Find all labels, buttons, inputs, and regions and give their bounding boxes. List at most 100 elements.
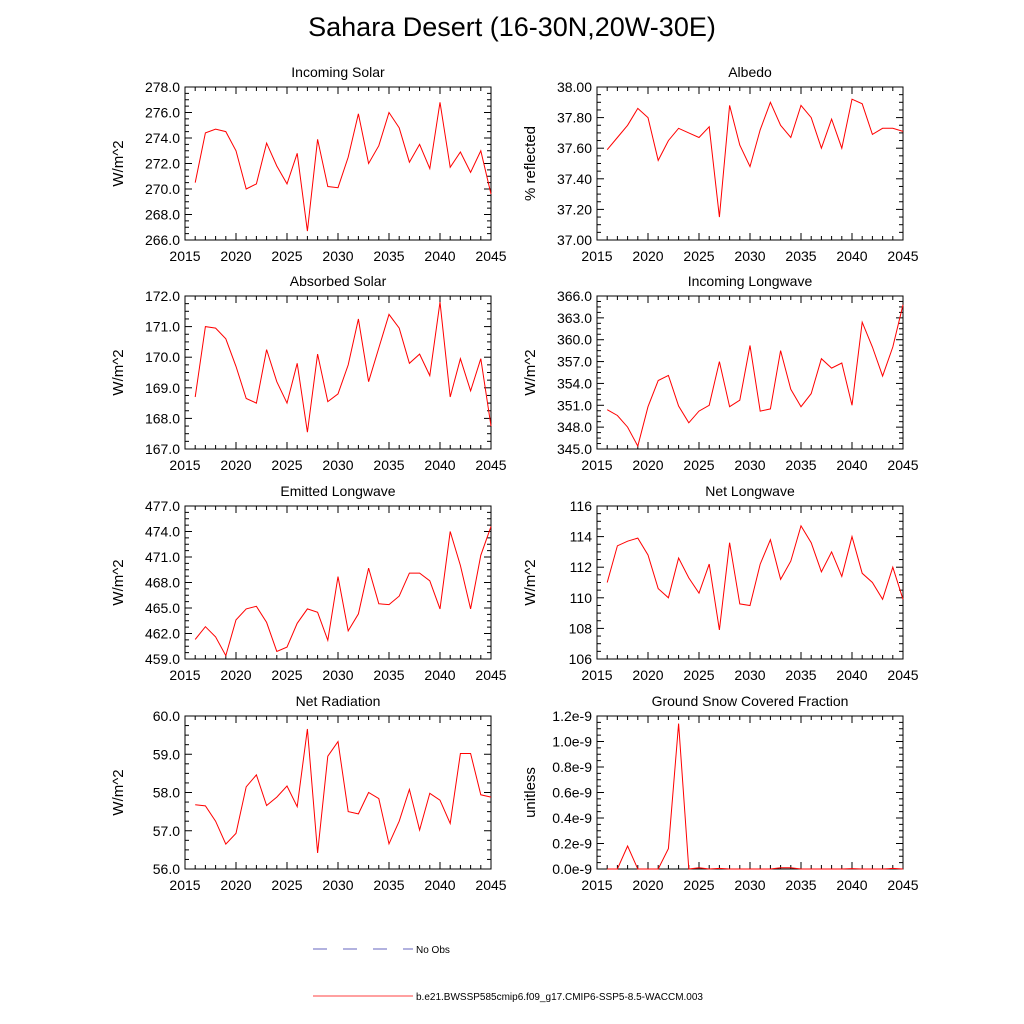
y-tick-label: 167.0	[145, 441, 180, 457]
x-tick-label: 2030	[322, 457, 353, 473]
y-axis-label: W/m^2	[522, 559, 539, 605]
x-tick-label: 2015	[169, 457, 200, 473]
x-tick-label: 2025	[271, 877, 302, 893]
y-tick-label: 459.0	[145, 651, 180, 667]
series-line	[606, 304, 904, 448]
y-tick-label: 170.0	[145, 349, 180, 365]
y-tick-label: 0.6e-9	[552, 785, 592, 801]
y-tick-label: 37.40	[557, 171, 592, 187]
plot-frame	[596, 86, 904, 241]
y-tick-label: 37.00	[557, 232, 592, 248]
x-tick-label: 2020	[220, 667, 251, 683]
y-tick-label: 1.2e-9	[552, 708, 592, 724]
y-tick-label: 468.0	[145, 575, 180, 591]
y-tick-label: 169.0	[145, 380, 180, 396]
panel-net-radiation: Net Radiation W/m^2 2015 2020 2025 2030 2035 20…	[110, 693, 507, 893]
x-tick-label: 2020	[632, 248, 663, 264]
x-tick-label: 2035	[785, 667, 816, 683]
y-tick-label: 37.80	[557, 110, 592, 126]
x-tick-label: 2025	[271, 457, 302, 473]
y-tick-label: 357.0	[557, 354, 592, 370]
y-axis-label: unitless	[522, 767, 539, 818]
legend-label-no-obs: No Obs	[416, 945, 450, 956]
y-tick-label: 37.20	[557, 201, 592, 217]
x-tick-label: 2035	[373, 667, 404, 683]
x-tick-label: 2040	[836, 877, 867, 893]
x-tick-label: 2030	[734, 457, 765, 473]
x-tick-label: 2035	[785, 457, 816, 473]
x-tick-label: 2030	[734, 667, 765, 683]
series-line	[195, 728, 492, 853]
x-tick-label: 2045	[887, 248, 918, 264]
y-axis-label: W/m^2	[110, 140, 127, 186]
x-tick-label: 2040	[424, 667, 455, 683]
y-tick-label: 60.0	[153, 708, 180, 724]
series-line	[606, 98, 904, 218]
x-tick-label: 2025	[683, 877, 714, 893]
y-tick-label: 274.0	[145, 130, 180, 146]
panel-net-longwave: Net Longwave W/m^2 2015 2020 2025 2030 2035 204…	[522, 483, 919, 683]
y-tick-label: 112	[570, 559, 593, 575]
series-line	[606, 524, 904, 630]
x-tick-label: 2025	[683, 457, 714, 473]
panel-title: Incoming Longwave	[688, 273, 813, 289]
x-tick-label: 2020	[632, 667, 663, 683]
y-axis-label: W/m^2	[110, 559, 127, 605]
x-tick-label: 2040	[424, 248, 455, 264]
y-tick-label: 268.0	[145, 207, 180, 223]
y-tick-label: 462.0	[145, 626, 180, 642]
x-tick-label: 2030	[322, 248, 353, 264]
x-tick-label: 2040	[424, 877, 455, 893]
x-tick-label: 2030	[734, 877, 765, 893]
x-tick-label: 2045	[475, 248, 506, 264]
x-tick-label: 2020	[220, 457, 251, 473]
y-tick-label: 276.0	[145, 105, 180, 121]
y-tick-label: 1.0e-9	[552, 734, 592, 750]
y-tick-label: 366.0	[557, 288, 592, 304]
series-line	[194, 102, 492, 232]
panel-title: Net Radiation	[296, 693, 381, 709]
y-tick-label: 116	[570, 498, 593, 514]
x-tick-label: 2020	[220, 248, 251, 264]
x-tick-label: 2035	[373, 877, 404, 893]
y-tick-label: 477.0	[145, 498, 180, 514]
y-tick-label: 360.0	[557, 332, 592, 348]
x-tick-label: 2030	[322, 667, 353, 683]
y-tick-label: 58.0	[153, 785, 180, 801]
x-tick-label: 2030	[322, 877, 353, 893]
plot-frame	[184, 86, 492, 241]
panel-title: Net Longwave	[705, 483, 795, 499]
y-axis-label: W/m^2	[522, 349, 539, 395]
y-tick-label: 38.00	[557, 79, 592, 95]
x-tick-label: 2035	[785, 877, 816, 893]
legend: No Obs b.e21.BWSSP585cmip6.f09_g17.CMIP6-…	[313, 945, 703, 1003]
y-tick-label: 0.8e-9	[552, 759, 592, 775]
x-tick-label: 2040	[836, 457, 867, 473]
x-tick-label: 2040	[424, 457, 455, 473]
plot-frame	[596, 505, 904, 660]
panel-title: Ground Snow Covered Fraction	[652, 693, 849, 709]
series-line	[194, 526, 492, 657]
x-tick-label: 2045	[887, 457, 918, 473]
y-tick-label: 171.0	[145, 319, 180, 335]
panel-emitted-longwave: Emitted Longwave W/m^2 2015 2020 2025 2030 203…	[110, 483, 507, 683]
x-tick-label: 2015	[169, 248, 200, 264]
x-tick-label: 2045	[475, 667, 506, 683]
x-tick-label: 2035	[785, 248, 816, 264]
y-tick-label: 56.0	[153, 861, 180, 877]
x-tick-label: 2020	[632, 457, 663, 473]
y-tick-label: 168.0	[145, 410, 180, 426]
y-axis-label: % reflected	[522, 126, 539, 201]
y-tick-label: 0.4e-9	[552, 810, 592, 826]
y-tick-label: 474.0	[145, 524, 180, 540]
x-tick-label: 2025	[271, 667, 302, 683]
y-tick-label: 110	[570, 590, 593, 606]
panel-title: Incoming Solar	[291, 64, 385, 80]
y-tick-label: 266.0	[145, 232, 180, 248]
x-tick-label: 2025	[271, 248, 302, 264]
panel-albedo: Albedo % reflected 2015 2020 2025 2030 2035 204…	[522, 64, 919, 264]
y-tick-label: 59.0	[153, 746, 180, 762]
x-tick-label: 2015	[581, 457, 612, 473]
y-tick-label: 106	[569, 651, 593, 667]
panel-absorbed-solar: Absorbed Solar W/m^2 2015 2020 2025 2030 2035 2…	[110, 273, 507, 473]
